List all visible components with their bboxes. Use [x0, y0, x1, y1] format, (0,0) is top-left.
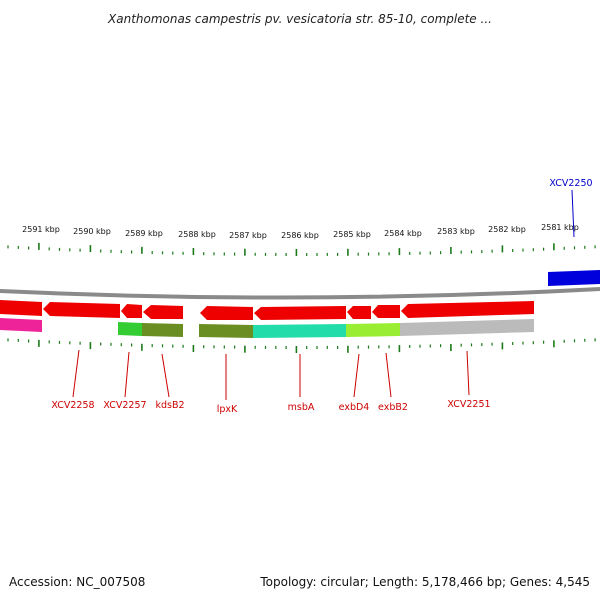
kbp-label: 2584 kbp: [384, 229, 422, 238]
reverse-strand-genes: [0, 300, 534, 320]
genome-summary: Topology: circular; Length: 5,178,466 bp…: [259, 575, 590, 589]
accession-label: Accession: NC_007508: [9, 575, 145, 589]
gene-label-xcv2250[interactable]: XCV2250: [549, 178, 592, 189]
kbp-label: 2582 kbp: [488, 225, 526, 234]
category-track: [0, 318, 534, 338]
kbp-label: 2590 kbp: [73, 227, 111, 236]
gene-label-xcv2257[interactable]: XCV2257: [103, 400, 146, 411]
leader-xcv2258: [72, 349, 80, 398]
gene-arrow-kdsb2[interactable]: [121, 304, 142, 318]
gene-arrow-kdsb2-b[interactable]: [143, 305, 183, 319]
gene-label-msba[interactable]: msbA: [288, 402, 315, 413]
gene-labels: XCV2258 XCV2257 kdsB2 lpxK msbA exbD4 exbB2 XCV…: [51, 178, 592, 415]
kbp-label: 2585 kbp: [333, 230, 371, 239]
gene-label-exbd4[interactable]: exbD4: [339, 402, 370, 413]
leader-exbb2: [385, 352, 392, 398]
category-band-magenta: [0, 318, 42, 332]
category-band-teal: [253, 324, 346, 338]
gene-label-kdsb2[interactable]: kdsB2: [155, 400, 184, 411]
kbp-label: 2583 kbp: [437, 227, 475, 236]
category-band-green: [118, 322, 142, 336]
category-band-olive: [142, 323, 183, 337]
kbp-scale: 2591 kbp 2590 kbp 2589 kbp 2588 kbp 2587 kbp…: [22, 223, 579, 240]
inner-tick-track: [7, 338, 596, 353]
gene-arrow-xcv2251[interactable]: [401, 301, 534, 318]
gene-label-xcv2251[interactable]: XCV2251: [447, 399, 490, 410]
outer-tick-track: [7, 242, 596, 256]
forward-gene-xcv2250[interactable]: [548, 270, 600, 286]
leader-kdsb2: [161, 353, 170, 398]
gene-label-exbb2[interactable]: exbB2: [378, 402, 408, 413]
category-band-grey: [400, 319, 534, 336]
kbp-label: 2588 kbp: [178, 230, 216, 239]
kbp-label: 2581 kbp: [541, 223, 579, 232]
leader-xcv2250: [571, 189, 575, 238]
map-title: Xanthomonas campestris pv. vesicatoria s…: [107, 12, 492, 26]
gene-label-lpxk[interactable]: lpxK: [217, 404, 238, 415]
gene-arrow-exbb2[interactable]: [372, 305, 400, 318]
gene-arrow-xcv2257[interactable]: [43, 302, 120, 318]
gene-arrow-msba[interactable]: [254, 306, 346, 320]
leader-exbd4: [353, 353, 360, 398]
gene-arrow-xcv2258[interactable]: [0, 300, 42, 316]
label-leaders: [72, 189, 575, 400]
category-band-olive-b: [199, 324, 253, 338]
gene-arrow-lpxk[interactable]: [200, 306, 253, 320]
genome-backbone: [0, 287, 600, 300]
leader-xcv2257: [124, 351, 130, 398]
gene-arrow-exbd4[interactable]: [347, 306, 371, 319]
kbp-label: 2586 kbp: [281, 231, 319, 240]
kbp-label: 2589 kbp: [125, 229, 163, 238]
kbp-label: 2591 kbp: [22, 225, 60, 234]
category-band-lime: [346, 323, 400, 337]
gene-label-xcv2258[interactable]: XCV2258: [51, 400, 94, 411]
leader-xcv2251: [466, 350, 470, 396]
kbp-label: 2587 kbp: [229, 231, 267, 240]
